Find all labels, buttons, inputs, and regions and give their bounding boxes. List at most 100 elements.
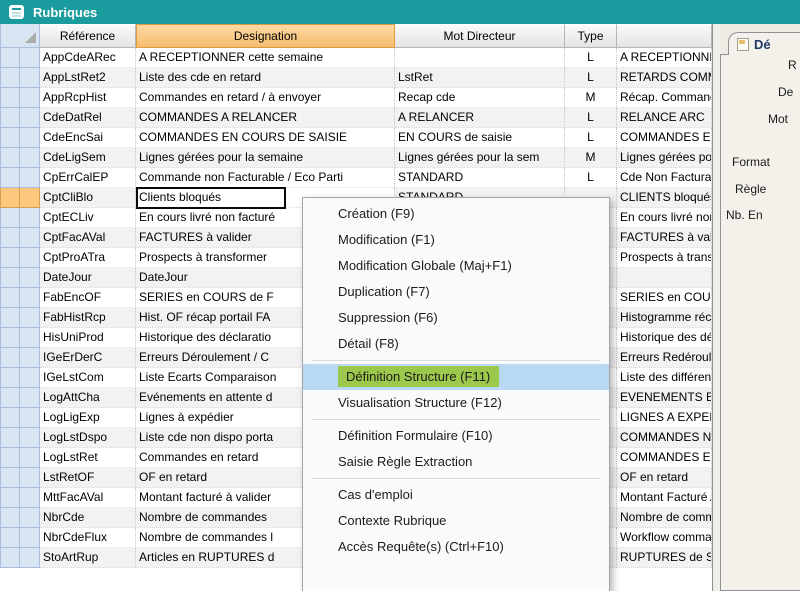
cell-reference[interactable]: FabEncOF <box>40 288 136 308</box>
menu-item-acc-s-requ-te-s-ctrl-f10[interactable]: Accès Requête(s) (Ctrl+F10) <box>303 534 609 560</box>
row-selector[interactable] <box>0 328 20 348</box>
row-selector[interactable] <box>20 488 40 508</box>
cell-designation-locale[interactable]: A RECEPTIONNE <box>617 48 712 68</box>
cell-designation[interactable]: Lignes gérées pour la semaine <box>136 148 395 168</box>
row-selector[interactable] <box>20 208 40 228</box>
cell-designation[interactable]: Liste des cde en retard <box>136 68 395 88</box>
row-selector[interactable] <box>0 388 20 408</box>
cell-reference[interactable]: DateJour <box>40 268 136 288</box>
cell-designation-locale[interactable]: OF en retard <box>617 468 712 488</box>
menu-item-suppression-f6[interactable]: Suppression (F6) <box>303 305 609 331</box>
row-selector[interactable] <box>20 428 40 448</box>
row-selector[interactable] <box>20 368 40 388</box>
cell-reference[interactable]: NbrCde <box>40 508 136 528</box>
row-selector[interactable] <box>0 48 20 68</box>
row-selector[interactable] <box>0 268 20 288</box>
cell-designation-locale[interactable]: COMMANDES NO <box>617 428 712 448</box>
menu-item-contexte-rubrique[interactable]: Contexte Rubrique <box>303 508 609 534</box>
cell-reference[interactable]: CdeEncSai <box>40 128 136 148</box>
cell-designation-locale[interactable]: Récap. Command <box>617 88 712 108</box>
cell-designation[interactable]: COMMANDES EN COURS DE SAISIE <box>136 128 395 148</box>
menu-item-d-tail-f8[interactable]: Détail (F8) <box>303 331 609 357</box>
row-selector[interactable] <box>0 488 20 508</box>
cell-designation-locale[interactable]: COMMANDES EN <box>617 128 712 148</box>
row-selector[interactable] <box>0 68 20 88</box>
cell-type[interactable]: L <box>565 128 617 148</box>
row-selector[interactable] <box>20 448 40 468</box>
row-selector[interactable] <box>0 248 20 268</box>
cell-reference[interactable]: LogAttCha <box>40 388 136 408</box>
row-selector[interactable] <box>0 188 20 208</box>
table-row[interactable]: CdeDatRel COMMANDES A RELANCER A RELANCER L… <box>0 108 712 128</box>
row-selector[interactable] <box>0 88 20 108</box>
row-selector[interactable] <box>0 288 20 308</box>
row-selector[interactable] <box>20 508 40 528</box>
row-selector[interactable] <box>20 528 40 548</box>
cell-designation-locale[interactable]: Nombre de comma <box>617 508 712 528</box>
cell-designation-locale[interactable]: Cde Non Facturab <box>617 168 712 188</box>
table-row[interactable]: AppCdeARec A RECEPTIONNER cette semaine L A… <box>0 48 712 68</box>
row-selector[interactable] <box>0 208 20 228</box>
table-row[interactable]: CpErrCalEP Commande non Facturable / Eco … <box>0 168 712 188</box>
row-selector[interactable] <box>20 548 40 568</box>
row-selector[interactable] <box>0 228 20 248</box>
column-header-type[interactable]: Type <box>565 24 617 48</box>
menu-item-modification-f1[interactable]: Modification (F1) <box>303 227 609 253</box>
cell-designation-locale[interactable]: SERIES en COUR <box>617 288 712 308</box>
cell-designation-locale[interactable] <box>617 268 712 288</box>
row-selector[interactable] <box>0 148 20 168</box>
cell-type[interactable]: L <box>565 108 617 128</box>
row-selector[interactable] <box>20 188 40 208</box>
cell-mot-directeur[interactable]: Lignes gérées pour la sem <box>395 148 565 168</box>
row-selector[interactable] <box>20 328 40 348</box>
cell-designation-locale[interactable]: Historique des déc <box>617 328 712 348</box>
menu-item-visualisation-structure-f12[interactable]: Visualisation Structure (F12) <box>303 390 609 416</box>
definition-tab[interactable]: Dé <box>728 32 800 55</box>
cell-reference[interactable]: CptCliBlo <box>40 188 136 208</box>
window-titlebar[interactable]: Rubriques <box>0 0 800 24</box>
cell-designation-locale[interactable]: Erreurs Redéroule <box>617 348 712 368</box>
cell-reference[interactable]: AppLstRet2 <box>40 68 136 88</box>
cell-designation-locale[interactable]: Histogramme réca <box>617 308 712 328</box>
row-selector[interactable] <box>20 148 40 168</box>
row-selector[interactable] <box>20 268 40 288</box>
cell-designation-locale[interactable]: RELANCE ARC <box>617 108 712 128</box>
cell-reference[interactable]: CdeDatRel <box>40 108 136 128</box>
cell-reference[interactable]: LogLstDspo <box>40 428 136 448</box>
cell-reference[interactable]: MttFacAVal <box>40 488 136 508</box>
cell-designation-locale[interactable]: LIGNES A EXPED <box>617 408 712 428</box>
cell-type[interactable]: L <box>565 68 617 88</box>
cell-reference[interactable]: CdeLigSem <box>40 148 136 168</box>
row-selector[interactable] <box>0 348 20 368</box>
cell-reference[interactable]: IGeLstCom <box>40 368 136 388</box>
table-row[interactable]: AppLstRet2 Liste des cde en retard LstRet L… <box>0 68 712 88</box>
cell-designation-locale[interactable]: RUPTURES de S <box>617 548 712 568</box>
row-selector[interactable] <box>0 408 20 428</box>
cell-reference[interactable]: AppCdeARec <box>40 48 136 68</box>
row-selector[interactable] <box>20 308 40 328</box>
cell-reference[interactable]: AppRcpHist <box>40 88 136 108</box>
row-selector[interactable] <box>20 248 40 268</box>
cell-reference[interactable]: HisUniProd <box>40 328 136 348</box>
select-all-corner[interactable] <box>0 24 40 48</box>
cell-type[interactable]: L <box>565 168 617 188</box>
row-selector[interactable] <box>20 348 40 368</box>
cell-designation-locale[interactable]: Montant Facturé A <box>617 488 712 508</box>
row-selector[interactable] <box>0 508 20 528</box>
cell-reference[interactable]: LogLstRet <box>40 448 136 468</box>
row-selector[interactable] <box>20 228 40 248</box>
cell-designation-locale[interactable]: EVENEMENTS EN <box>617 388 712 408</box>
cell-designation[interactable]: Commande non Facturable / Eco Parti <box>136 168 395 188</box>
cell-designation-locale[interactable]: En cours livré non <box>617 208 712 228</box>
cell-reference[interactable]: IGeErDerC <box>40 348 136 368</box>
cell-mot-directeur[interactable]: STANDARD <box>395 168 565 188</box>
row-selector[interactable] <box>0 368 20 388</box>
row-selector[interactable] <box>0 548 20 568</box>
cell-designation-locale[interactable]: RETARDS COMM <box>617 68 712 88</box>
row-selector[interactable] <box>20 68 40 88</box>
cell-reference[interactable]: LstRetOF <box>40 468 136 488</box>
cell-mot-directeur[interactable]: A RELANCER <box>395 108 565 128</box>
table-row[interactable]: AppRcpHist Commandes en retard / à envoye… <box>0 88 712 108</box>
cell-reference[interactable]: LogLigExp <box>40 408 136 428</box>
row-selector[interactable] <box>0 528 20 548</box>
